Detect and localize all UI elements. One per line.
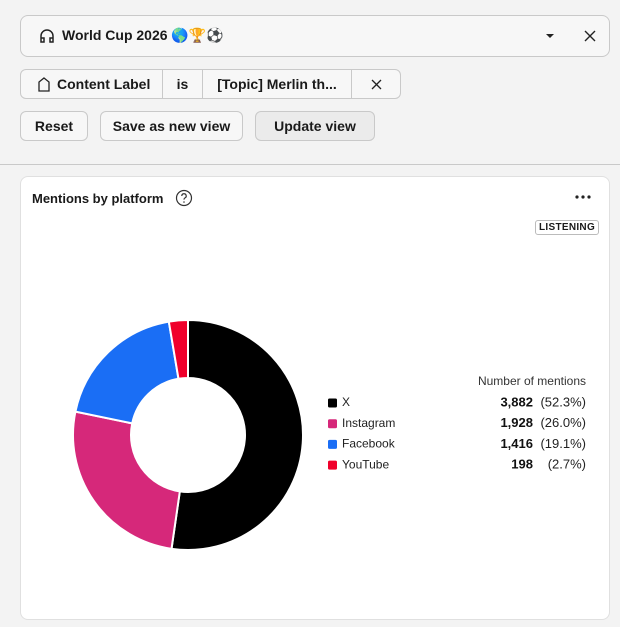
legend-swatch — [328, 398, 337, 408]
filter-operator: is — [163, 70, 203, 98]
legend-label: Instagram — [342, 416, 395, 430]
save-button[interactable]: Save as new view — [100, 111, 243, 141]
pie-slice — [170, 318, 304, 551]
filter-field: Content Label — [21, 70, 163, 98]
filter-value: [Topic] Merlin th... — [203, 70, 352, 98]
divider — [0, 164, 620, 165]
remove-filter[interactable] — [371, 79, 382, 90]
legend-label: Facebook — [342, 437, 396, 451]
value-label: 3,882 — [500, 394, 533, 409]
pie-slice — [72, 410, 181, 550]
percent-label: (2.7%) — [548, 457, 586, 472]
close-icon[interactable] — [584, 30, 596, 42]
view-name: World Cup 2026 🌎🏆⚽ — [62, 27, 224, 43]
pie-slice — [167, 318, 189, 380]
caret[interactable] — [545, 32, 555, 40]
headphone-icon — [40, 29, 54, 43]
value-label: 1,416 — [500, 436, 533, 451]
legend-swatch — [328, 419, 337, 429]
percent-label: (19.1%) — [540, 436, 586, 451]
update-button[interactable]: Update view — [255, 111, 375, 141]
filter-chip[interactable]: Content Label is [Topic] Merlin th... — [20, 69, 401, 99]
pie-slice — [74, 320, 180, 425]
card: Mentions by platform LISTENING Number of… — [20, 176, 610, 620]
value-label: 198 — [511, 457, 533, 472]
reset-button[interactable]: Reset — [20, 111, 88, 141]
help-icon[interactable] — [175, 189, 193, 207]
more-menu[interactable] — [574, 194, 592, 200]
column-header: Number of mentions — [478, 374, 586, 388]
card-title: Mentions by platform — [32, 191, 164, 206]
legend-label: YouTube — [342, 457, 389, 471]
value-label: 1,928 — [500, 415, 533, 430]
label-icon — [38, 77, 50, 92]
chart: Number of mentions X 3,882 (52.3%) Instagra… — [72, 318, 586, 551]
legend-swatch — [328, 460, 337, 470]
view-selector[interactable]: World Cup 2026 🌎🏆⚽ — [20, 15, 610, 57]
percent-label: (52.3%) — [540, 394, 586, 409]
listening-badge: LISTENING — [535, 220, 600, 235]
legend-label: X — [342, 395, 350, 409]
legend-swatch — [328, 439, 337, 449]
percent-label: (26.0%) — [540, 415, 586, 430]
